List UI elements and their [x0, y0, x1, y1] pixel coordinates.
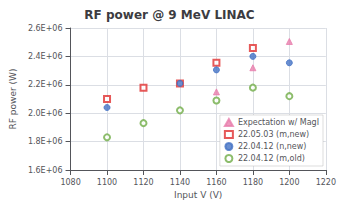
svg-text:1.6E+06: 1.6E+06	[28, 166, 63, 175]
svg-text:2.6E+06: 2.6E+06	[28, 24, 63, 33]
svg-text:Input V (V): Input V (V)	[174, 190, 222, 200]
svg-text:1220: 1220	[316, 178, 336, 187]
svg-text:1160: 1160	[206, 178, 226, 187]
svg-text:1140: 1140	[170, 178, 190, 187]
svg-text:1.8E+06: 1.8E+06	[28, 137, 63, 146]
svg-text:2.2E+06: 2.2E+06	[28, 80, 63, 89]
svg-text:1180: 1180	[243, 178, 263, 187]
svg-text:22.05.03 (m,new): 22.05.03 (m,new)	[238, 130, 309, 139]
svg-text:22.04.12 (m,old): 22.04.12 (m,old)	[238, 154, 305, 163]
svg-text:RF power (W): RF power (W)	[8, 69, 18, 130]
svg-text:Expectation w/ MagI: Expectation w/ MagI	[238, 118, 319, 127]
svg-text:2.4E+06: 2.4E+06	[28, 52, 63, 61]
svg-text:22.04.12 (n,new): 22.04.12 (n,new)	[238, 142, 307, 151]
svg-text:1100: 1100	[97, 178, 117, 187]
svg-text:1120: 1120	[133, 178, 153, 187]
svg-text:1200: 1200	[279, 178, 299, 187]
svg-text:RF power @ 9 MeV LINAC: RF power @ 9 MeV LINAC	[84, 8, 254, 22]
svg-text:2.0E+06: 2.0E+06	[28, 109, 63, 118]
svg-text:1080: 1080	[60, 178, 80, 187]
